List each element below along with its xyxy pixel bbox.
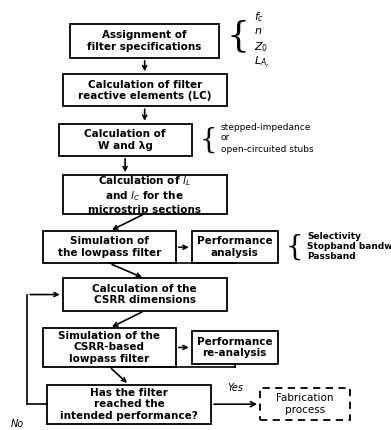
Text: Yes: Yes	[228, 384, 244, 393]
FancyBboxPatch shape	[63, 175, 227, 214]
Text: Selectivity: Selectivity	[307, 232, 361, 241]
FancyBboxPatch shape	[260, 388, 350, 421]
Text: Calculation of the
CSRR dimensions: Calculation of the CSRR dimensions	[92, 284, 197, 305]
Text: Stopband bandwidth: Stopband bandwidth	[307, 242, 391, 251]
Text: Calculation of
W and λg: Calculation of W and λg	[84, 129, 166, 150]
Text: Has the filter
reached the
intended performance?: Has the filter reached the intended perf…	[60, 387, 198, 421]
Text: {: {	[285, 234, 303, 261]
Text: No: No	[11, 419, 24, 429]
Text: $n$: $n$	[254, 26, 262, 37]
Text: {: {	[199, 126, 217, 153]
Text: {: {	[227, 19, 250, 54]
Text: stepped-impedance: stepped-impedance	[221, 123, 311, 132]
Text: Performance
analysis: Performance analysis	[197, 237, 273, 258]
Text: Fabrication
process: Fabrication process	[276, 393, 334, 415]
FancyBboxPatch shape	[43, 328, 176, 367]
Text: $L_{A_r}$: $L_{A_r}$	[254, 55, 270, 70]
Text: Passband: Passband	[307, 252, 355, 261]
FancyBboxPatch shape	[192, 231, 278, 263]
Text: Assignment of
filter specifications: Assignment of filter specifications	[88, 30, 202, 52]
Text: Simulation of the
CSRR-based
lowpass filter: Simulation of the CSRR-based lowpass fil…	[59, 331, 160, 364]
FancyBboxPatch shape	[47, 385, 211, 424]
FancyBboxPatch shape	[63, 74, 227, 106]
Text: Calculation of $l_L$
and $l_C$ for the
microstrip sections: Calculation of $l_L$ and $l_C$ for the m…	[88, 174, 201, 215]
Text: open-circuited stubs: open-circuited stubs	[221, 145, 314, 154]
FancyBboxPatch shape	[59, 124, 192, 156]
Text: $Z_0$: $Z_0$	[254, 40, 268, 54]
FancyBboxPatch shape	[70, 24, 219, 58]
FancyBboxPatch shape	[43, 231, 176, 263]
Text: Calculation of filter
reactive elements (LC): Calculation of filter reactive elements …	[78, 80, 212, 101]
Text: Performance
re-analysis: Performance re-analysis	[197, 337, 273, 358]
FancyBboxPatch shape	[192, 331, 278, 364]
Text: Simulation of
the lowpass filter: Simulation of the lowpass filter	[58, 237, 161, 258]
Text: $f_c$: $f_c$	[254, 10, 264, 24]
Text: or: or	[221, 133, 230, 142]
FancyBboxPatch shape	[63, 279, 227, 310]
